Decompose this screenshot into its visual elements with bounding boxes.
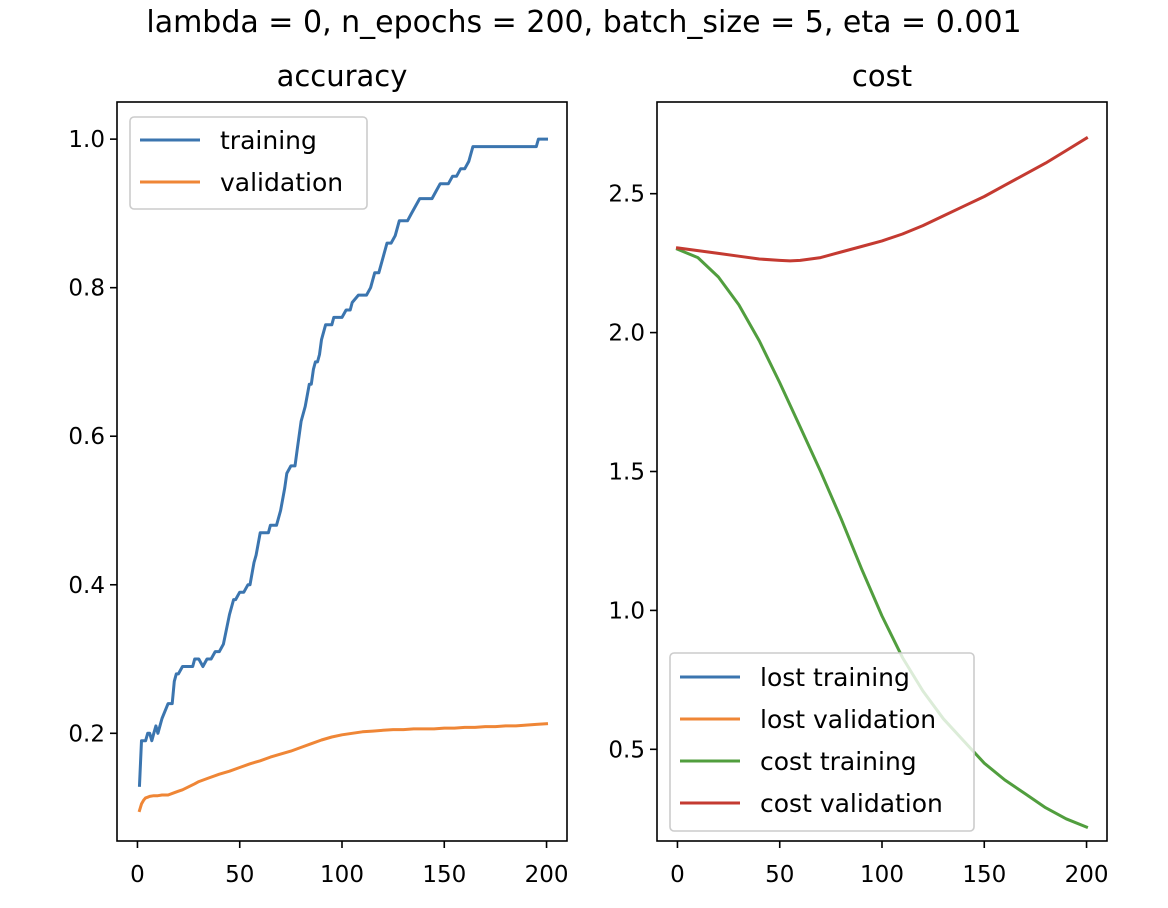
accuracy-legend-label-training: training bbox=[220, 126, 317, 155]
cost-legend-label-cost-validation: cost validation bbox=[760, 789, 943, 818]
accuracy-x-tick-label: 150 bbox=[422, 862, 466, 888]
accuracy-x-tick-label: 100 bbox=[320, 862, 364, 888]
cost-x-axis: 0 50 100 150 200 bbox=[670, 841, 1108, 888]
cost-x-tick-label: 50 bbox=[765, 862, 794, 888]
cost-series-cost-validation bbox=[675, 136, 1089, 263]
accuracy-x-tick-label: 200 bbox=[525, 862, 569, 888]
figure-suptitle: lambda = 0, n_epochs = 200, batch_size =… bbox=[146, 5, 1021, 40]
accuracy-y-axis: 0.2 0.4 0.6 0.8 1.0 bbox=[68, 127, 117, 747]
accuracy-x-tick-label: 0 bbox=[130, 862, 145, 888]
cost-legend: lost training lost validation cost trainin… bbox=[669, 652, 975, 832]
cost-legend-label-lost-training: lost training bbox=[760, 663, 910, 692]
accuracy-legend: training validation bbox=[129, 116, 368, 210]
accuracy-y-tick-label: 0.2 bbox=[68, 721, 105, 747]
cost-y-axis: 0.5 1.0 1.5 2.0 2.5 bbox=[608, 182, 657, 763]
accuracy-subplot: accuracy 0 50 100 150 200 0.2 0.4 0.6 0.8 1.0 tr… bbox=[68, 59, 568, 888]
cost-y-tick-label: 0.5 bbox=[608, 737, 645, 763]
cost-x-tick-label: 100 bbox=[860, 862, 904, 888]
accuracy-series-validation bbox=[137, 722, 549, 813]
cost-subplot: cost 0 50 100 150 200 0.5 1.0 1.5 2.0 2.5 lost t… bbox=[608, 59, 1108, 888]
accuracy-series-layer bbox=[137, 137, 549, 813]
cost-legend-box bbox=[669, 652, 975, 832]
cost-legend-label-lost-validation: lost validation bbox=[760, 705, 936, 734]
accuracy-y-tick-label: 0.8 bbox=[68, 276, 105, 302]
accuracy-title: accuracy bbox=[277, 59, 408, 93]
cost-x-tick-label: 200 bbox=[1065, 862, 1109, 888]
cost-legend-label-cost-training: cost training bbox=[760, 747, 917, 776]
cost-y-tick-label: 2.0 bbox=[608, 321, 645, 347]
cost-y-tick-label: 2.5 bbox=[608, 182, 645, 208]
cost-series-cost-training bbox=[675, 247, 1089, 830]
cost-series-layer bbox=[675, 136, 1089, 830]
accuracy-series-training bbox=[137, 137, 548, 787]
accuracy-x-tick-label: 50 bbox=[225, 862, 254, 888]
cost-x-tick-label: 0 bbox=[670, 862, 685, 888]
cost-y-tick-label: 1.0 bbox=[608, 598, 645, 624]
cost-y-tick-label: 1.5 bbox=[608, 460, 645, 486]
cost-title: cost bbox=[852, 59, 912, 93]
accuracy-legend-label-validation: validation bbox=[220, 168, 343, 197]
accuracy-y-tick-label: 1.0 bbox=[68, 127, 105, 153]
accuracy-y-tick-label: 0.4 bbox=[68, 573, 105, 599]
cost-x-tick-label: 150 bbox=[962, 862, 1006, 888]
accuracy-x-axis: 0 50 100 150 200 bbox=[130, 841, 568, 888]
accuracy-y-tick-label: 0.6 bbox=[68, 424, 105, 450]
